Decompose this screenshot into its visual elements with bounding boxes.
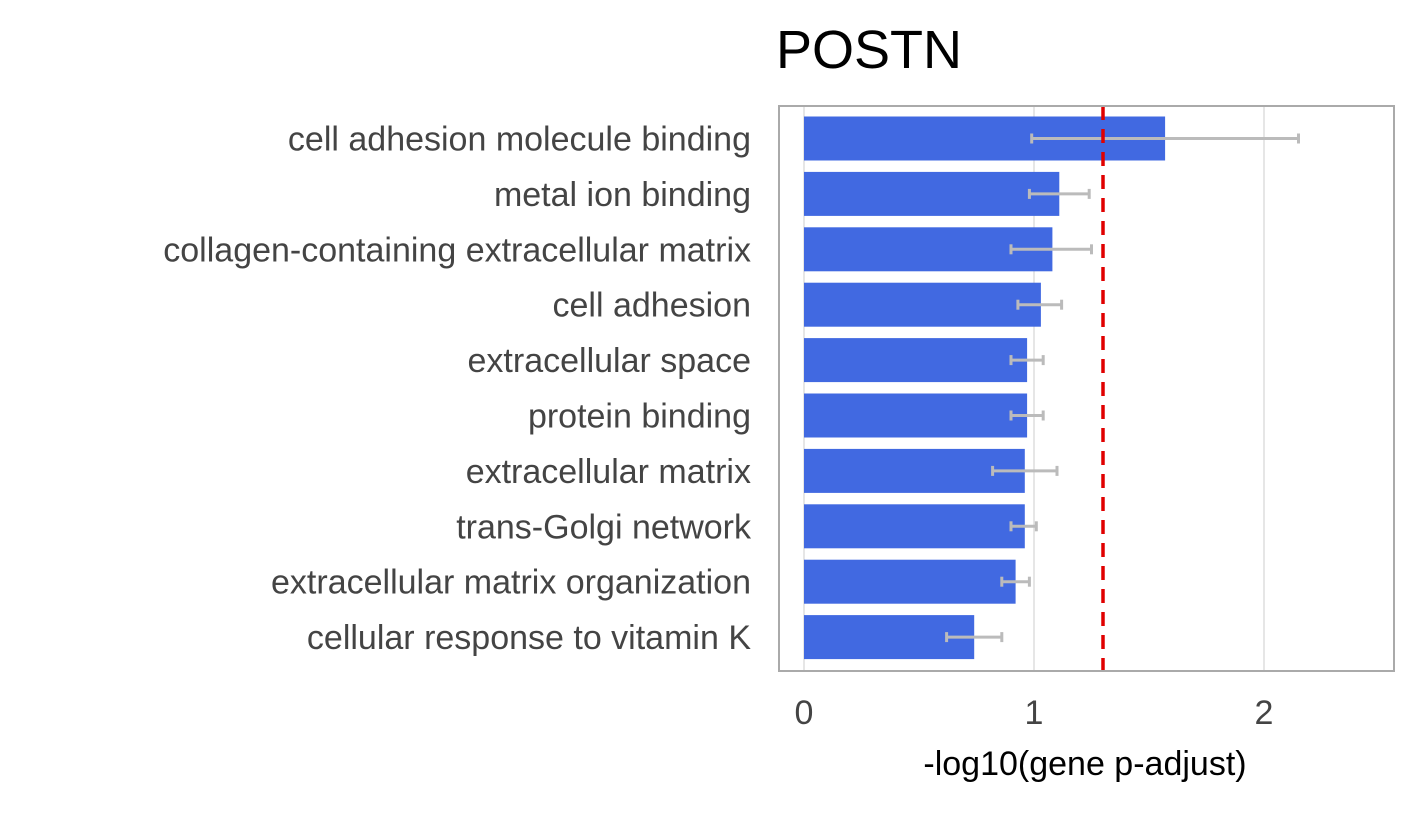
bar-4	[804, 338, 1028, 383]
x-tick-label-1: 1	[1025, 694, 1044, 732]
category-label-8: extracellular matrix organization	[271, 564, 751, 602]
chart-title: POSTN	[776, 20, 962, 80]
bar-7	[804, 504, 1025, 549]
category-label-6: extracellular matrix	[466, 453, 751, 491]
x-axis-title: -log10(gene p-adjust)	[923, 745, 1246, 783]
bar-3	[804, 282, 1041, 327]
error-bar-4	[1009, 355, 1045, 366]
error-bar-layer	[945, 133, 1300, 643]
bar-layer	[804, 116, 1166, 660]
bar-1	[804, 171, 1060, 216]
category-label-layer: cell adhesion molecule binding metal ion …	[163, 121, 752, 658]
x-tick-label-2: 2	[1255, 694, 1274, 732]
error-bar-5	[1009, 410, 1045, 421]
bar-5	[804, 393, 1028, 438]
error-bar-9	[945, 632, 1004, 643]
category-label-1: metal ion binding	[494, 176, 751, 214]
error-bar-2	[1009, 244, 1093, 255]
error-bar-8	[1000, 576, 1031, 587]
error-bar-0	[1030, 133, 1300, 144]
category-label-5: protein binding	[528, 398, 751, 436]
error-bar-6	[991, 465, 1059, 476]
category-label-9: cellular response to vitamin K	[307, 619, 751, 657]
error-bar-1	[1027, 188, 1091, 199]
x-tick-label-0: 0	[795, 694, 814, 732]
x-tick-layer: 0 1 2	[795, 694, 1274, 732]
category-label-2: collagen-containing extracellular matrix	[163, 231, 751, 269]
error-bar-3	[1016, 299, 1064, 310]
category-label-7: trans-Golgi network	[456, 508, 752, 546]
plot-frame	[778, 105, 1395, 672]
bar-6	[804, 448, 1025, 493]
bar-8	[804, 559, 1016, 604]
category-label-0: cell adhesion molecule binding	[288, 121, 751, 159]
category-label-4: extracellular space	[468, 342, 751, 380]
error-bar-7	[1009, 521, 1038, 532]
category-label-3: cell adhesion	[553, 287, 751, 325]
